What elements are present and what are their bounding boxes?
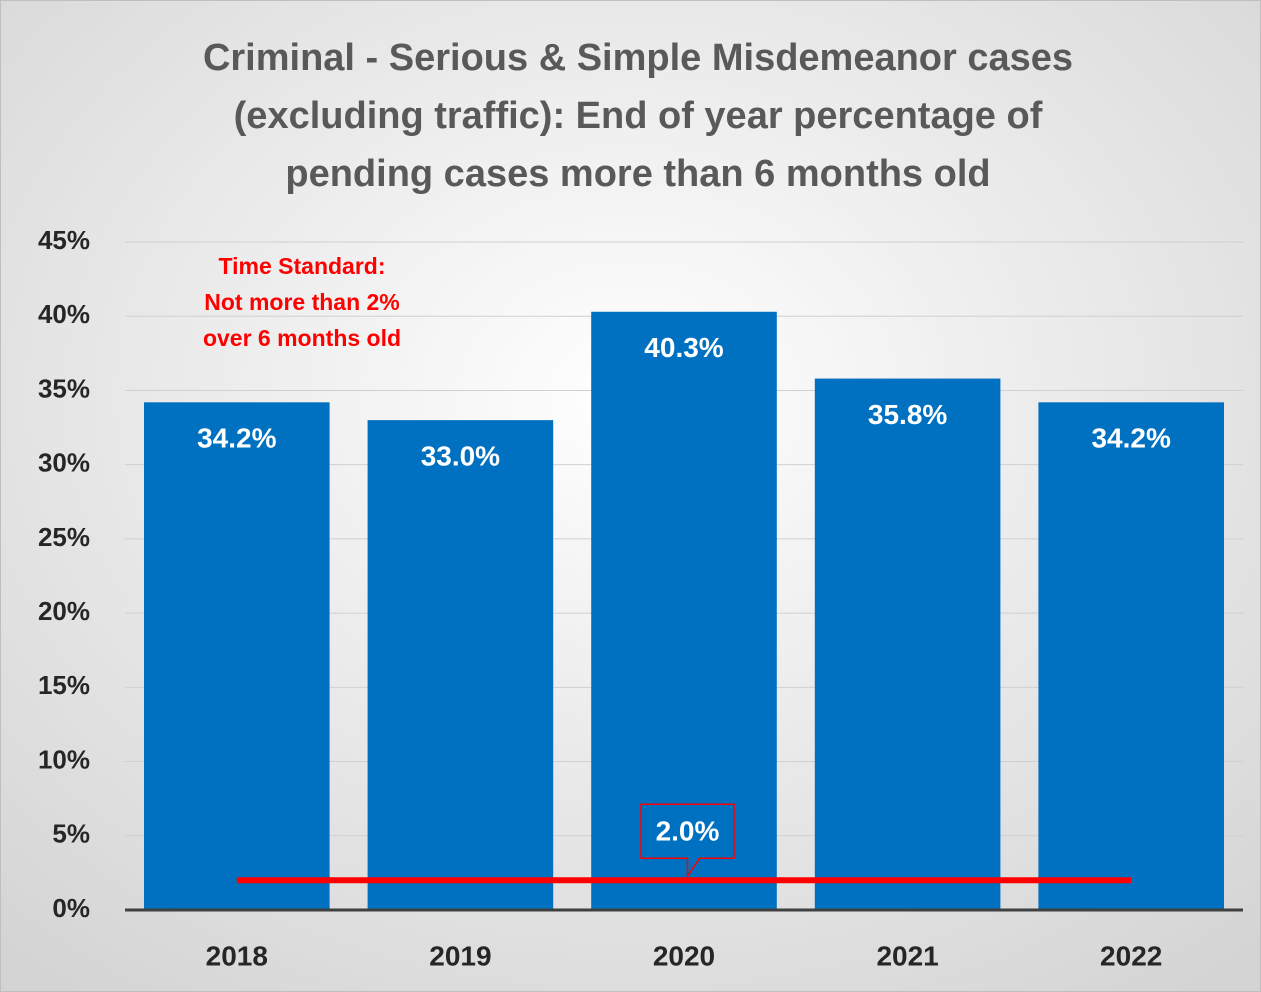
reference-label: 2.0% bbox=[656, 816, 720, 847]
y-tick-label: 10% bbox=[38, 744, 90, 774]
x-tick-label: 2021 bbox=[876, 940, 938, 971]
annotation: Not more than 2% bbox=[204, 289, 400, 315]
y-tick-label: 40% bbox=[38, 299, 90, 329]
x-tick-label: 2020 bbox=[653, 940, 715, 971]
chart-title: (excluding traffic): End of year percent… bbox=[234, 95, 1043, 137]
bar bbox=[367, 420, 554, 910]
value-label: 33.0% bbox=[421, 441, 500, 472]
chart-title: pending cases more than 6 months old bbox=[285, 153, 990, 195]
value-label: 34.2% bbox=[1091, 423, 1170, 454]
value-label: 40.3% bbox=[644, 332, 723, 363]
annotation: over 6 months old bbox=[203, 325, 401, 351]
x-tick-label: 2019 bbox=[429, 940, 491, 971]
x-tick-label: 2018 bbox=[206, 940, 268, 971]
y-tick-label: 15% bbox=[38, 670, 90, 700]
y-tick-label: 5% bbox=[52, 819, 90, 849]
bar bbox=[814, 378, 1001, 911]
value-label: 34.2% bbox=[197, 423, 276, 454]
chart-title: Criminal - Serious & Simple Misdemeanor … bbox=[203, 37, 1073, 79]
annotation: Time Standard: bbox=[219, 253, 386, 279]
callout-box bbox=[640, 803, 735, 879]
y-tick-label: 0% bbox=[52, 893, 90, 923]
y-tick-label: 25% bbox=[38, 522, 90, 552]
y-tick-label: 20% bbox=[38, 596, 90, 626]
bar bbox=[144, 402, 330, 910]
y-tick-label: 30% bbox=[38, 448, 90, 478]
y-tick-label: 35% bbox=[38, 373, 90, 403]
value-label: 35.8% bbox=[868, 399, 947, 430]
bar bbox=[1038, 402, 1224, 910]
x-tick-label: 2022 bbox=[1100, 940, 1162, 971]
y-tick-label: 45% bbox=[38, 225, 90, 255]
